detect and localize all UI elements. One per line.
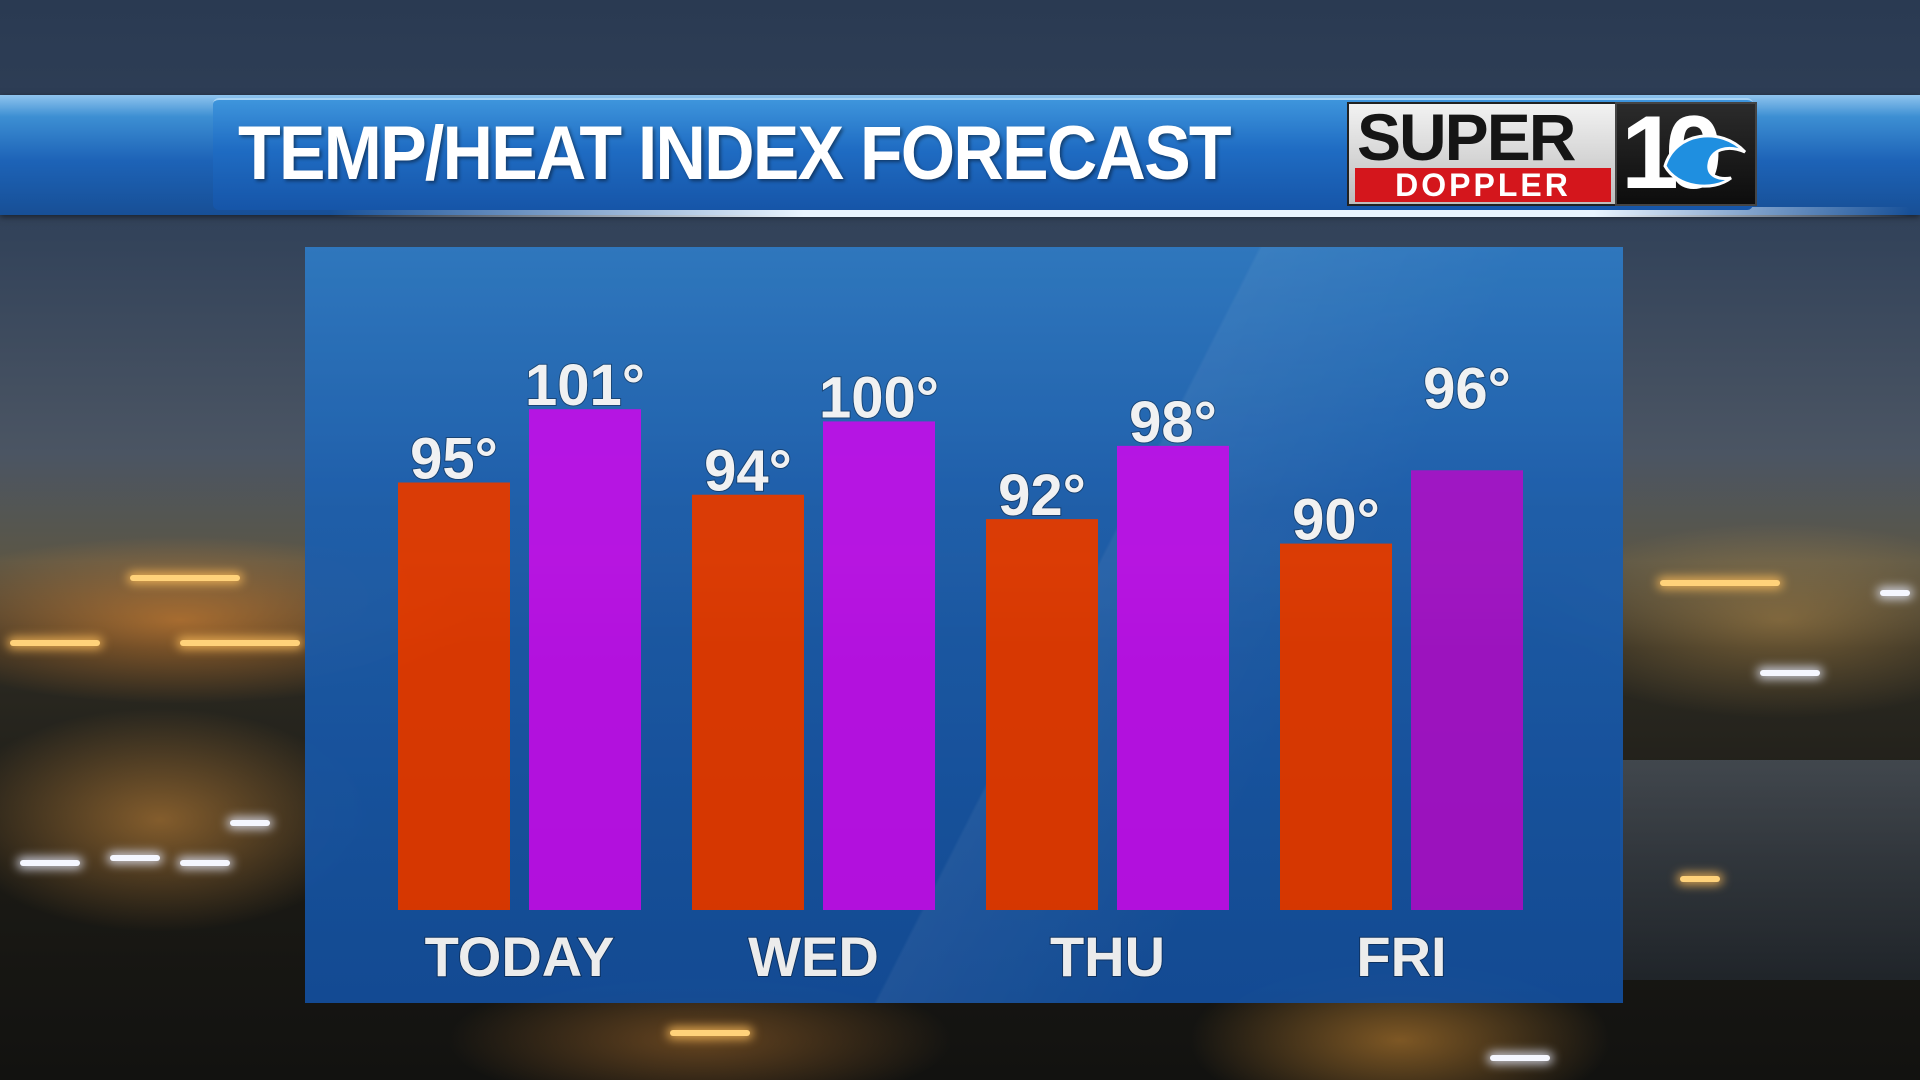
river-water (1620, 760, 1920, 980)
heat-index-bar-fri (1411, 470, 1523, 910)
logo-super-block: SUPER DOPPLER (1347, 102, 1617, 206)
heat-index-value-label-today: 101° (525, 353, 645, 418)
temp-value-label-thu: 92° (998, 463, 1086, 528)
logo-super-text: SUPER (1357, 100, 1576, 174)
category-label-thu: THU (1050, 925, 1165, 988)
city-light (20, 860, 80, 866)
temp-value-label-wed: 94° (704, 439, 792, 504)
super-doppler-10-logo: SUPER DOPPLER 10 (1347, 98, 1757, 208)
temp-bar-thu (986, 519, 1098, 910)
logo-doppler-block: DOPPLER (1355, 168, 1611, 202)
city-light (180, 860, 230, 866)
chart-panel: 95° 101° TODAY 94° 100° WED 92° 98° THU 90° 96° FRI (305, 247, 1623, 1003)
category-label-today: TODAY (425, 925, 615, 988)
heat-index-value-label-wed: 100° (819, 365, 939, 430)
city-light (1680, 876, 1720, 882)
heat-index-value-label-fri: 96° (1423, 356, 1511, 421)
page-title: TEMP/HEAT INDEX FORECAST (238, 111, 1232, 196)
logo-ten-block: 10 (1615, 98, 1757, 208)
temp-bar-wed (692, 494, 804, 910)
temp-heat-index-chart: 95° 101° TODAY 94° 100° WED 92° 98° THU 90° 96° FRI (398, 352, 1523, 989)
temp-bar-today (398, 482, 510, 910)
logo-doppler-text: DOPPLER (1395, 167, 1571, 203)
city-light (10, 640, 100, 646)
city-light (130, 575, 240, 581)
wave-icon (1663, 134, 1747, 188)
heat-index-value-label-thu: 98° (1129, 390, 1217, 455)
city-light (1880, 590, 1910, 596)
title-banner-shine (330, 207, 1910, 217)
temp-value-label-fri: 90° (1292, 488, 1380, 553)
city-light (670, 1030, 750, 1036)
city-light (110, 855, 160, 861)
heat-index-bar-thu (1117, 445, 1229, 910)
category-label-fri: FRI (1356, 925, 1446, 988)
category-label-wed: WED (748, 925, 879, 988)
city-light (1490, 1055, 1550, 1061)
temp-value-label-today: 95° (410, 427, 498, 492)
city-light (1660, 580, 1780, 586)
heat-index-bar-today (529, 409, 641, 910)
city-light (230, 820, 270, 826)
heat-index-bar-wed (823, 421, 935, 910)
temp-bar-fri (1280, 543, 1392, 910)
city-light (1760, 670, 1820, 676)
city-light (180, 640, 300, 646)
